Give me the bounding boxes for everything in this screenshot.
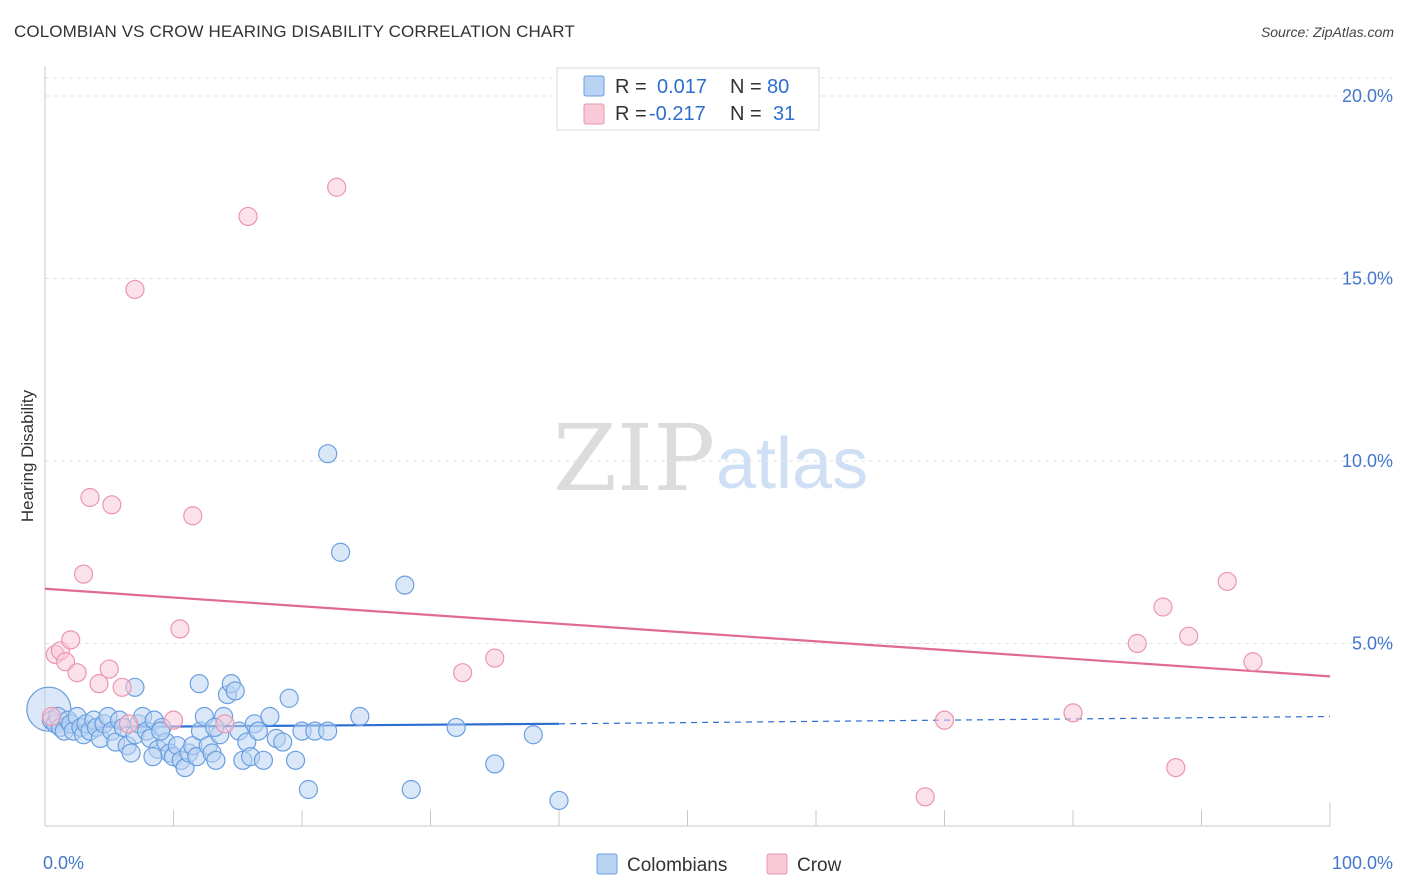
point-colombians: [401, 779, 421, 800]
stats-legend: R = 0.017 N = 80 R = -0.217 N = 31: [556, 67, 820, 131]
legend-swatch-colombians: [583, 75, 605, 97]
y-tick-label: 10.0%: [1342, 451, 1393, 471]
watermark-atlas: atlas: [716, 424, 868, 504]
point-crow: [1153, 597, 1173, 617]
point-colombians: [253, 750, 274, 770]
legend-r-label-1: R =: [615, 76, 647, 98]
grid-lines: [45, 77, 1392, 644]
y-tick-label: 20.0%: [1342, 86, 1393, 106]
legend-n-value-1: 80: [767, 76, 789, 98]
chart-title: COLOMBIAN VS CROW HEARING DISABILITY COR…: [14, 22, 575, 41]
point-crow: [215, 714, 235, 734]
y-axis-title: Hearing Disability: [18, 389, 37, 522]
y-tick-label: 15.0%: [1342, 269, 1393, 289]
point-colombians: [285, 750, 306, 770]
point-colombians: [446, 717, 466, 738]
point-crow: [183, 506, 203, 526]
x-tick-label: 100.0%: [1332, 853, 1393, 873]
series-legend: Colombians Crow: [596, 853, 842, 876]
point-colombians: [485, 754, 505, 774]
legend-r-label-2: R =: [615, 103, 647, 125]
point-crow: [934, 710, 955, 730]
point-colombians: [318, 721, 338, 741]
point-crow: [73, 564, 94, 584]
point-crow: [485, 648, 505, 668]
point-crow: [125, 279, 145, 300]
point-crow: [453, 663, 473, 683]
point-colombians: [523, 725, 543, 745]
bottom-legend-label-crow: Crow: [797, 855, 842, 876]
y-tick-label: 5.0%: [1352, 634, 1393, 654]
chart-source: Source: ZipAtlas.com: [1260, 24, 1394, 40]
point-colombians: [206, 750, 226, 770]
point-colombians: [121, 743, 141, 763]
point-colombians: [151, 721, 171, 741]
point-colombians: [318, 444, 338, 464]
point-colombians: [225, 681, 245, 701]
point-crow: [1179, 626, 1199, 646]
point-colombians: [298, 779, 319, 800]
point-colombians: [189, 674, 209, 694]
point-crow: [238, 206, 258, 227]
bottom-legend-swatch-colombians: [596, 853, 618, 875]
trend-lines: [44, 587, 1331, 729]
point-colombians: [350, 706, 370, 727]
point-crow: [1166, 757, 1186, 778]
bottom-legend-swatch-crow: [766, 853, 788, 875]
point-crow: [89, 674, 109, 694]
legend-n-label-1: N =: [730, 76, 762, 98]
bottom-legend-label-colombians: Colombians: [627, 855, 727, 876]
point-colombians: [143, 747, 163, 767]
point-crow: [1063, 703, 1083, 723]
legend-n-label-2: N =: [730, 103, 762, 125]
point-colombians: [330, 542, 351, 562]
point-crow: [99, 659, 119, 679]
point-crow: [118, 714, 139, 734]
legend-r-value-2: -0.217: [649, 103, 706, 125]
legend-swatch-crow: [583, 103, 605, 125]
point-crow: [67, 663, 87, 683]
point-crow: [41, 706, 62, 727]
point-crow: [915, 787, 935, 807]
point-crow: [170, 619, 190, 639]
point-colombians: [395, 575, 415, 595]
tick-labels: 5.0% 10.0% 15.0% 20.0% 0.0% 100.0%: [43, 86, 1393, 873]
point-crow: [1127, 633, 1147, 654]
point-crow: [102, 495, 122, 515]
x-tick-label: 0.0%: [43, 853, 84, 873]
legend-r-value-1: 0.017: [657, 76, 707, 98]
point-crow: [1217, 571, 1237, 592]
data-points: [26, 177, 1263, 811]
point-crow: [112, 677, 132, 697]
point-crow: [163, 710, 184, 730]
point-crow: [1243, 652, 1263, 672]
trend-line-crow: [44, 587, 1331, 678]
point-crow: [61, 630, 81, 650]
point-colombians: [248, 721, 268, 741]
point-colombians: [260, 706, 280, 727]
point-crow: [80, 487, 100, 508]
point-colombians: [273, 732, 293, 752]
watermark-zip: ZIP: [553, 405, 715, 512]
point-colombians: [549, 790, 569, 811]
legend-n-value-2: 31: [773, 103, 795, 125]
point-colombians: [279, 688, 299, 708]
point-crow: [327, 177, 347, 197]
